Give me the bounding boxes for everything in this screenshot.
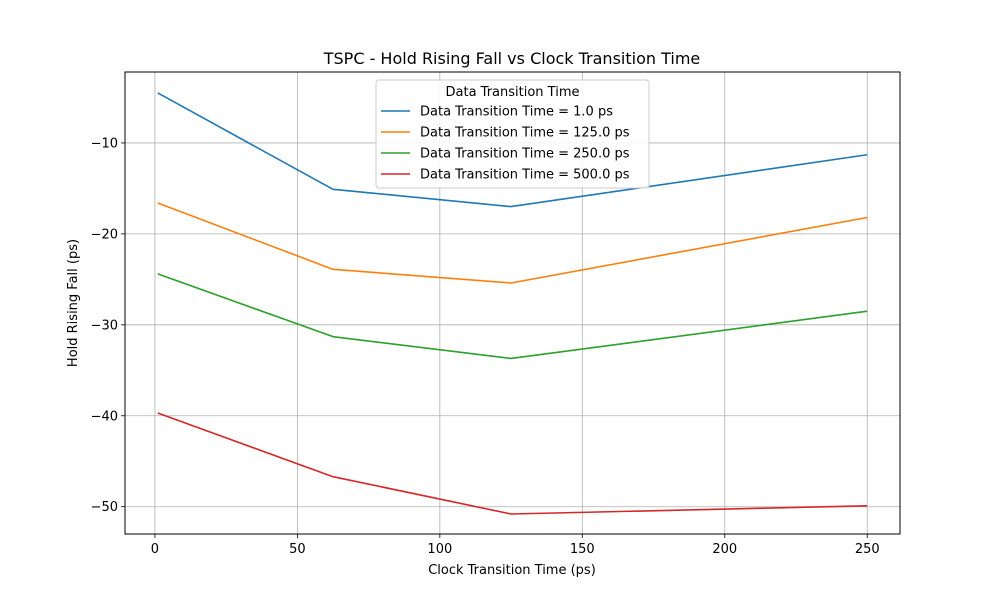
axis-ticks: 0 50 100 150 200 250 −10 −20 −30 −40 −50 xyxy=(91,136,880,557)
series-line xyxy=(157,412,868,515)
x-tick-label: 100 xyxy=(427,542,452,557)
legend-entry: Data Transition Time = 250.0 ps xyxy=(420,147,630,162)
series-lines xyxy=(157,92,868,515)
chart-title: TSPC - Hold Rising Fall vs Clock Transit… xyxy=(323,49,701,68)
y-axis-label: Hold Rising Fall (ps) xyxy=(66,239,81,367)
y-tick-label: −30 xyxy=(91,318,118,333)
series-line xyxy=(157,273,868,360)
x-axis-label: Clock Transition Time (ps) xyxy=(428,563,596,578)
series-line xyxy=(157,92,868,208)
y-tick-label: −40 xyxy=(91,409,118,424)
x-tick-label: 0 xyxy=(151,542,159,557)
legend: Data Transition Time Data Transition Tim… xyxy=(375,79,650,189)
y-tick-label: −10 xyxy=(91,136,118,151)
x-tick-label: 250 xyxy=(855,542,880,557)
series-line xyxy=(157,202,868,284)
legend-entry: Data Transition Time = 125.0 ps xyxy=(420,126,630,141)
legend-box xyxy=(375,79,650,189)
legend-entry: Data Transition Time = 1.0 ps xyxy=(420,105,613,120)
plot-frame xyxy=(124,71,901,535)
x-tick-label: 200 xyxy=(712,542,737,557)
x-tick-label: 50 xyxy=(289,542,306,557)
y-tick-label: −50 xyxy=(91,500,118,515)
legend-entry: Data Transition Time = 500.0 ps xyxy=(420,168,630,183)
y-tick-label: −20 xyxy=(91,227,118,242)
x-tick-label: 150 xyxy=(570,542,595,557)
legend-title: Data Transition Time xyxy=(446,85,580,100)
